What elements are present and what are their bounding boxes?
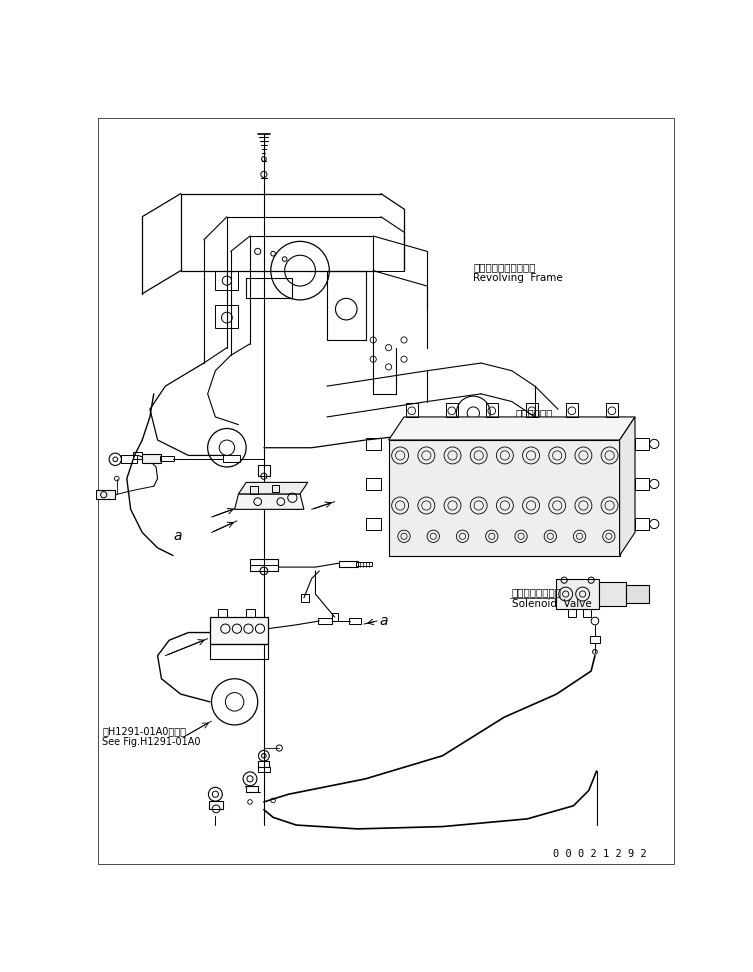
Bar	[121, 456, 137, 463]
Text: 第H1291-01A0図参照: 第H1291-01A0図参照	[102, 726, 186, 736]
Bar	[556, 578, 599, 609]
Bar	[635, 437, 649, 450]
Bar	[272, 485, 279, 493]
Bar	[210, 617, 268, 644]
Bar	[223, 456, 240, 462]
Bar	[215, 305, 239, 329]
Bar	[215, 270, 239, 290]
Text: レボルビングフレーム: レボルビングフレーム	[474, 261, 536, 272]
Bar	[365, 518, 381, 530]
Bar	[258, 761, 270, 767]
Bar	[486, 403, 498, 417]
Bar	[365, 437, 381, 450]
Bar	[446, 403, 458, 417]
Text: ソレノイドバルブ: ソレノイドバルブ	[512, 587, 562, 598]
Bar	[605, 403, 618, 417]
Polygon shape	[239, 482, 308, 494]
Bar	[258, 767, 270, 772]
Bar	[246, 609, 255, 617]
Text: メインバルブ: メインバルブ	[516, 408, 553, 418]
Polygon shape	[389, 440, 620, 556]
Bar	[250, 560, 279, 571]
Polygon shape	[620, 417, 635, 556]
Text: Solenoid  Valve: Solenoid Valve	[512, 599, 592, 609]
Bar	[96, 490, 115, 500]
Text: See Fig.H1291-01A0: See Fig.H1291-01A0	[102, 737, 200, 746]
Bar	[584, 609, 591, 617]
Text: 0 0 0 2 1 2 9 2: 0 0 0 2 1 2 9 2	[553, 850, 646, 859]
Bar	[331, 613, 338, 621]
Bar	[356, 563, 372, 567]
Text: a: a	[380, 614, 388, 628]
Text: a: a	[173, 530, 181, 543]
Bar	[250, 486, 258, 494]
Bar	[599, 582, 626, 606]
Bar	[400, 433, 412, 440]
Text: Revolving  Frame: Revolving Frame	[474, 273, 563, 284]
Bar	[568, 609, 576, 617]
Bar	[209, 801, 223, 809]
Bar	[566, 403, 578, 417]
Bar	[258, 466, 270, 476]
Bar	[635, 478, 649, 490]
Text: Main  Valve: Main Valve	[516, 418, 575, 428]
Polygon shape	[235, 494, 304, 509]
Bar	[210, 644, 268, 659]
Bar	[526, 403, 538, 417]
Bar	[590, 637, 599, 642]
Bar	[142, 454, 161, 463]
Bar	[133, 452, 142, 459]
Polygon shape	[389, 417, 635, 440]
Bar	[218, 609, 227, 617]
Bar	[410, 434, 418, 438]
Bar	[318, 618, 331, 624]
Bar	[349, 618, 361, 624]
Bar	[406, 403, 418, 417]
Bar	[626, 585, 649, 604]
Bar	[635, 518, 649, 530]
Bar	[365, 478, 381, 490]
Bar	[160, 456, 174, 461]
Bar	[301, 594, 309, 602]
Bar	[246, 785, 258, 792]
Bar	[339, 561, 358, 567]
Bar	[327, 270, 365, 340]
